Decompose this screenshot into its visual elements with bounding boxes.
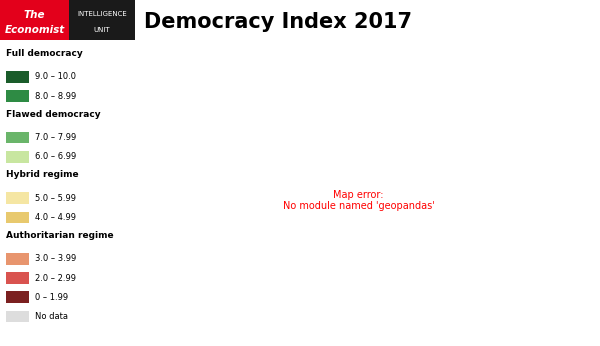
Text: 0 – 1.99: 0 – 1.99 [35, 293, 68, 302]
Bar [6, 291, 29, 303]
Text: Full democracy: Full democracy [6, 49, 83, 58]
Text: 2.0 – 2.99: 2.0 – 2.99 [35, 274, 76, 283]
Bar [6, 71, 29, 83]
Text: 3.0 – 3.99: 3.0 – 3.99 [35, 254, 76, 263]
Bar [6, 192, 29, 204]
Text: 5.0 – 5.99: 5.0 – 5.99 [35, 194, 76, 203]
Bar [6, 211, 29, 223]
Bar [6, 151, 29, 163]
Text: UNIT: UNIT [94, 27, 110, 33]
Text: 7.0 – 7.99: 7.0 – 7.99 [35, 133, 76, 142]
Text: Hybrid regime: Hybrid regime [6, 170, 79, 179]
Bar [6, 132, 29, 143]
Text: Map error:
No module named 'geopandas': Map error: No module named 'geopandas' [283, 190, 434, 211]
Bar [69, 0, 135, 40]
Bar [6, 253, 29, 265]
Text: Authoritarian regime: Authoritarian regime [6, 231, 113, 240]
Text: 4.0 – 4.99: 4.0 – 4.99 [35, 213, 76, 222]
Bar [6, 311, 29, 322]
Text: INTELLIGENCE: INTELLIGENCE [77, 11, 127, 17]
Text: 9.0 – 10.0: 9.0 – 10.0 [35, 72, 76, 81]
Text: The: The [24, 10, 45, 20]
Text: No data: No data [35, 312, 68, 321]
Text: Economist: Economist [4, 25, 65, 35]
Bar [0, 0, 69, 40]
Text: 8.0 – 8.99: 8.0 – 8.99 [35, 92, 76, 101]
Bar [6, 90, 29, 102]
Bar [6, 272, 29, 284]
Text: Flawed democracy: Flawed democracy [6, 110, 100, 119]
Text: 6.0 – 6.99: 6.0 – 6.99 [35, 152, 76, 161]
Text: Democracy Index 2017: Democracy Index 2017 [144, 12, 412, 32]
